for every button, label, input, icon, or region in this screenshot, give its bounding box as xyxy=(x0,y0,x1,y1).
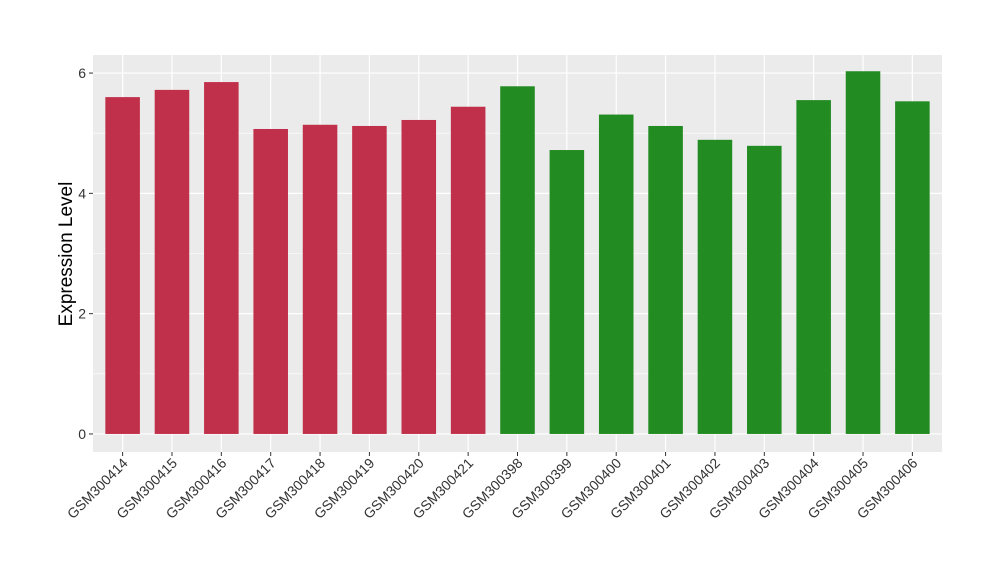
y-tick-label: 6 xyxy=(78,65,86,81)
bar-GSM300414 xyxy=(105,97,140,434)
bar-GSM300399 xyxy=(549,150,585,434)
bar-GSM300403 xyxy=(747,145,782,434)
bar-GSM300402 xyxy=(697,139,733,434)
y-tick-label: 2 xyxy=(78,306,86,322)
bar-GSM300415 xyxy=(154,89,190,434)
y-tick-label: 4 xyxy=(78,185,86,201)
bar-GSM300401 xyxy=(648,125,683,434)
y-axis-label: Expression Level xyxy=(56,182,77,327)
y-tick-label: 0 xyxy=(78,426,86,442)
bar-GSM300398 xyxy=(500,86,535,434)
x-axis: GSM300414GSM300415GSM300416GSM300417GSM3… xyxy=(64,452,921,522)
bar-GSM300418 xyxy=(302,124,338,434)
bar-GSM300404 xyxy=(796,100,831,434)
bar-GSM300405 xyxy=(845,71,881,434)
bar-GSM300406 xyxy=(895,101,930,434)
bar-GSM300421 xyxy=(450,106,486,434)
bar-GSM300420 xyxy=(401,119,437,434)
bar-GSM300419 xyxy=(352,125,387,434)
bar-GSM300416 xyxy=(204,82,239,434)
bar-GSM300417 xyxy=(253,128,288,434)
bar-GSM300400 xyxy=(598,114,634,434)
bars xyxy=(105,71,930,434)
y-axis: 0 2 4 6 xyxy=(78,65,93,442)
